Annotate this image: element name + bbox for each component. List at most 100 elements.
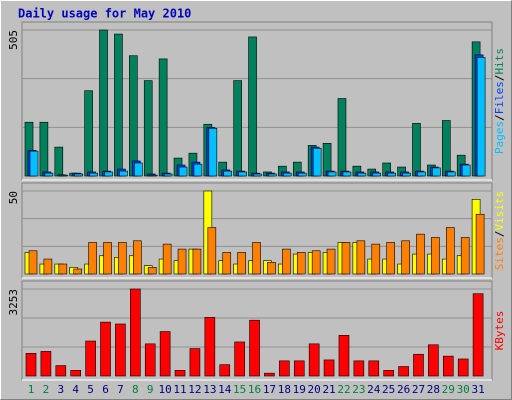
legend-separator: / — [493, 114, 506, 121]
x-tick-label: 22 — [337, 383, 350, 396]
x-tick-label: 18 — [278, 383, 291, 396]
x-tick-label: 30 — [457, 383, 470, 396]
legend: KBytes — [493, 311, 506, 351]
bar — [337, 98, 347, 177]
x-tick-label: 7 — [117, 383, 124, 396]
bar — [342, 171, 352, 177]
bar — [100, 321, 111, 377]
y-tick-label: 50 — [7, 191, 20, 204]
x-tick-label: 10 — [159, 383, 172, 396]
bar — [267, 262, 276, 275]
bar — [43, 258, 53, 275]
bar — [88, 242, 97, 275]
bar — [178, 166, 188, 177]
x-tick-label: 26 — [397, 383, 410, 396]
bar — [472, 293, 484, 377]
bar — [237, 252, 246, 275]
bar — [208, 127, 218, 177]
bar — [28, 250, 38, 275]
bar — [84, 90, 93, 177]
bar — [431, 237, 440, 275]
bar — [177, 248, 187, 275]
bar — [283, 172, 292, 177]
legend-entry: Hits — [493, 48, 506, 75]
bar — [476, 57, 486, 177]
bar — [326, 248, 336, 275]
x-tick-label: 21 — [322, 383, 335, 396]
bar — [130, 288, 141, 377]
x-tick-label: 4 — [72, 383, 79, 396]
bar — [85, 340, 96, 377]
x-tick-label: 20 — [308, 383, 321, 396]
legend-entry: KBytes — [493, 311, 506, 351]
bar — [475, 213, 485, 275]
bar — [44, 172, 54, 177]
bar — [341, 242, 351, 275]
bar — [432, 167, 441, 177]
bar — [119, 170, 128, 177]
bar — [115, 323, 126, 377]
bar — [372, 172, 382, 177]
bar — [118, 242, 127, 275]
x-tick-label: 14 — [218, 383, 232, 396]
bar — [460, 237, 470, 275]
bar — [412, 123, 421, 177]
bar — [192, 248, 202, 275]
bar — [174, 370, 186, 377]
bar — [413, 353, 424, 377]
x-tick-label: 2 — [43, 383, 50, 396]
bar — [144, 343, 156, 377]
bar — [253, 173, 262, 177]
bar — [143, 80, 153, 177]
bar — [252, 242, 261, 275]
x-tick-label: 12 — [188, 383, 201, 396]
bar — [29, 150, 39, 177]
bar — [248, 36, 257, 177]
legend-entry: Sites — [493, 237, 506, 270]
bar — [234, 341, 245, 377]
bar — [134, 162, 143, 177]
bar — [233, 80, 242, 177]
bar — [268, 173, 277, 177]
bar — [103, 242, 112, 275]
bar — [222, 252, 232, 275]
bar — [353, 360, 365, 377]
bar — [442, 355, 454, 377]
bar — [357, 172, 367, 177]
x-tick-label: 28 — [427, 383, 440, 396]
bar — [371, 243, 381, 275]
x-tick-label: 27 — [412, 383, 425, 396]
bar — [356, 240, 366, 275]
x-tick-label: 9 — [147, 383, 154, 396]
bar — [163, 173, 173, 177]
x-tick-label: 13 — [203, 383, 216, 396]
bar — [58, 263, 68, 275]
x-tick-label: 23 — [352, 383, 365, 396]
legend: Pages/Files/Hits — [493, 48, 506, 154]
x-tick-label: 6 — [102, 383, 109, 396]
bar — [264, 372, 275, 377]
bar — [189, 348, 201, 377]
bar — [416, 233, 425, 275]
legend: Sites/Visits — [493, 191, 506, 271]
bar — [74, 173, 84, 177]
bar — [104, 171, 113, 177]
bar — [193, 163, 203, 177]
bar — [159, 331, 171, 377]
bar — [402, 172, 411, 177]
bar — [223, 170, 233, 177]
bar — [55, 365, 67, 377]
bar — [445, 227, 455, 275]
bar — [40, 351, 52, 377]
bar — [282, 248, 291, 275]
bar — [279, 360, 290, 377]
bar — [25, 352, 37, 377]
y-tick-label: 3253 — [7, 289, 20, 316]
y-tick-label: 505 — [7, 30, 20, 50]
bar — [293, 360, 305, 377]
bar — [99, 29, 108, 177]
bar — [461, 164, 471, 177]
x-tick-label: 8 — [132, 383, 139, 396]
bar — [398, 366, 409, 377]
bar — [446, 171, 456, 177]
